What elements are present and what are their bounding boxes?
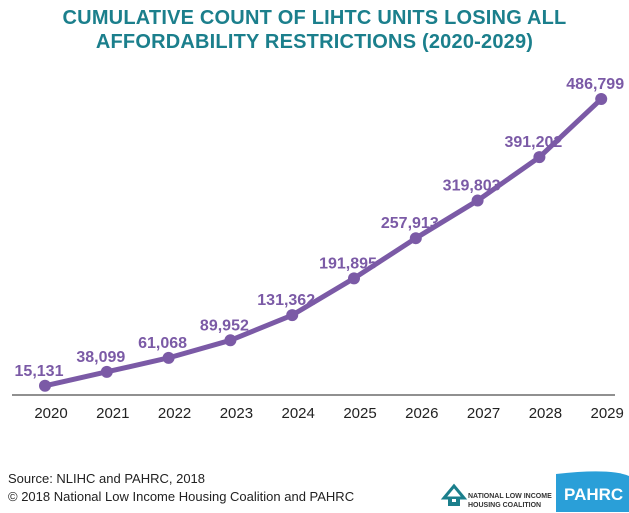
data-point-2025 — [348, 272, 360, 285]
data-point-2026 — [409, 232, 422, 245]
data-label-2021: 38,099 — [76, 349, 125, 366]
chart-title: CUMULATIVE COUNT OF LIHTC UNITS LOSING A… — [0, 6, 629, 54]
data-point-2022 — [162, 351, 175, 364]
nlihc-logo-line-2: HOUSING COALITION — [468, 502, 541, 509]
data-point-2029 — [595, 93, 608, 106]
data-point-2021 — [100, 365, 113, 378]
x-tick-label-2020: 2020 — [34, 405, 67, 422]
x-tick-label-2022: 2022 — [158, 405, 191, 422]
x-tick-label-2021: 2021 — [96, 405, 129, 422]
x-tick-label-2029: 2029 — [591, 405, 624, 422]
pahrc-logo: PAHRC — [556, 471, 629, 512]
data-point-2027 — [471, 194, 484, 207]
x-tick-label-2025: 2025 — [343, 405, 376, 422]
data-point-2028 — [533, 151, 546, 164]
copyright-text: © 2018 National Low Income Housing Coali… — [8, 489, 355, 504]
chart-title-line-2: AFFORDABILITY RESTRICTIONS (2020-2029) — [95, 31, 534, 53]
data-label-2024: 131,362 — [257, 292, 315, 309]
series-line — [44, 97, 603, 389]
plot-area: 15,131 2020 38,099 2021 61,068 2022 89,952 2023… — [15, 76, 625, 422]
data-label-2029: 486,799 — [566, 76, 624, 93]
source-note: Source: NLIHC and PAHRC, 2018 © 2018 Nat… — [8, 470, 354, 506]
x-tick-label-2026: 2026 — [405, 405, 438, 422]
chart-title-line-1: CUMULATIVE COUNT OF LIHTC UNITS LOSING A… — [62, 7, 567, 29]
x-tick-label-2024: 2024 — [282, 405, 315, 422]
data-label-2026: 257,913 — [381, 215, 439, 232]
data-point-2020 — [39, 379, 51, 392]
line-chart: 15,131 2020 38,099 2021 61,068 2022 89,952 2023… — [12, 76, 625, 422]
data-label-2020: 15,131 — [15, 363, 64, 380]
data-label-2023: 89,952 — [200, 317, 249, 334]
x-tick-label-2027: 2027 — [467, 405, 500, 422]
data-point-2024 — [286, 309, 299, 322]
x-tick-label-2028: 2028 — [529, 405, 562, 422]
source-text: Source: NLIHC and PAHRC, 2018 — [8, 471, 206, 486]
pahrc-logo-text: PAHRC — [564, 485, 623, 504]
data-label-2025: 191,895 — [319, 255, 377, 272]
nlihc-house-icon — [440, 483, 468, 506]
data-point-2023 — [224, 334, 237, 347]
data-label-2022: 61,068 — [138, 335, 187, 352]
data-label-2028: 391,202 — [504, 134, 562, 151]
nlihc-logo-line-1: NATIONAL LOW INCOME — [468, 493, 552, 500]
nlihc-logo: NATIONAL LOW INCOME HOUSING COALITION — [440, 483, 552, 509]
data-label-2027: 319,803 — [443, 178, 501, 195]
x-tick-label-2023: 2023 — [220, 405, 253, 422]
partner-logos: NATIONAL LOW INCOME HOUSING COALITION PA… — [440, 471, 629, 512]
